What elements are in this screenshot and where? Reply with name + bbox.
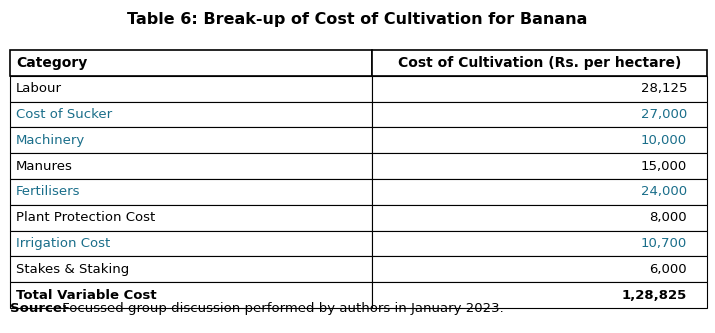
Bar xyxy=(10,179,373,205)
Bar xyxy=(10,205,373,230)
Bar xyxy=(10,76,373,102)
Text: 10,000: 10,000 xyxy=(641,134,687,147)
Text: 10,700: 10,700 xyxy=(641,237,687,250)
Text: 28,125: 28,125 xyxy=(641,82,687,95)
Text: 1,28,825: 1,28,825 xyxy=(622,289,687,302)
Bar xyxy=(373,230,707,256)
Text: 8,000: 8,000 xyxy=(649,211,687,224)
Text: 15,000: 15,000 xyxy=(641,160,687,172)
Text: Stakes & Staking: Stakes & Staking xyxy=(16,263,129,276)
Bar xyxy=(373,282,707,308)
Text: Total Variable Cost: Total Variable Cost xyxy=(16,289,157,302)
Bar xyxy=(373,179,707,205)
Bar xyxy=(373,128,707,153)
Text: Plant Protection Cost: Plant Protection Cost xyxy=(16,211,155,224)
Bar xyxy=(373,102,707,128)
Bar xyxy=(10,282,373,308)
Text: 27,000: 27,000 xyxy=(641,108,687,121)
Bar xyxy=(10,153,373,179)
Text: Cost of Cultivation (Rs. per hectare): Cost of Cultivation (Rs. per hectare) xyxy=(398,56,681,70)
Bar xyxy=(10,102,373,128)
Text: 6,000: 6,000 xyxy=(649,263,687,276)
Text: Focussed group discussion performed by authors in January 2023.: Focussed group discussion performed by a… xyxy=(58,302,504,315)
Bar xyxy=(373,256,707,282)
Text: Cost of Sucker: Cost of Sucker xyxy=(16,108,112,121)
Bar xyxy=(373,76,707,102)
Bar xyxy=(373,50,707,76)
Text: Labour: Labour xyxy=(16,82,62,95)
Text: Machinery: Machinery xyxy=(16,134,85,147)
Bar xyxy=(373,153,707,179)
Bar xyxy=(10,128,373,153)
Bar xyxy=(10,230,373,256)
Text: Irrigation Cost: Irrigation Cost xyxy=(16,237,110,250)
Text: 24,000: 24,000 xyxy=(641,185,687,198)
Bar xyxy=(373,205,707,230)
Text: Source:: Source: xyxy=(10,302,67,315)
Text: Fertilisers: Fertilisers xyxy=(16,185,81,198)
Text: Category: Category xyxy=(16,56,87,70)
Bar xyxy=(10,50,373,76)
Bar xyxy=(10,256,373,282)
Text: Table 6: Break-up of Cost of Cultivation for Banana: Table 6: Break-up of Cost of Cultivation… xyxy=(127,12,588,27)
Text: Manures: Manures xyxy=(16,160,73,172)
